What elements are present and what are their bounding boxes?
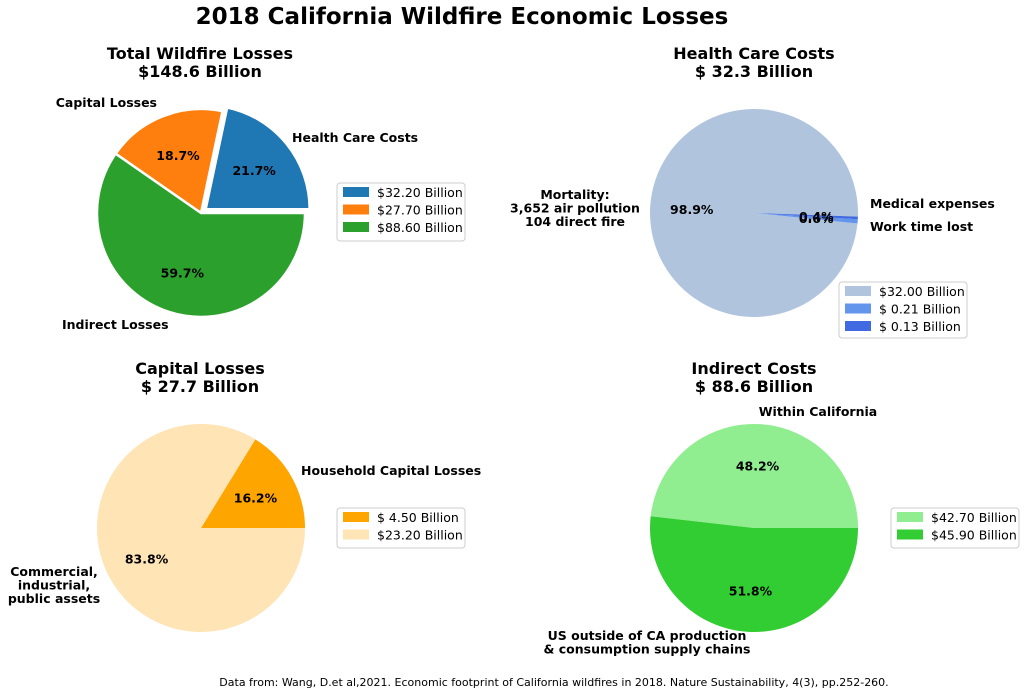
- legend-entry: $27.70 Billion: [377, 203, 463, 218]
- slice-category-label: Household Capital Losses: [301, 463, 481, 478]
- slice-category-label: Work time lost: [870, 219, 973, 234]
- legend-swatch: [897, 529, 923, 540]
- pie-chart-3: Capital Losses$ 27.7 Billion 16.2% Househo…: [8, 359, 481, 632]
- slice-percent-label: 51.8%: [729, 583, 773, 598]
- slice-percent-label: 83.8%: [125, 551, 169, 566]
- pie-slice: [204, 105, 311, 211]
- legend: $32.00 Billion $ 0.21 Billion $ 0.13 Billi…: [838, 281, 968, 339]
- legend-entry: $32.00 Billion: [879, 284, 965, 299]
- chart-subtitle: $148.6 Billion: [138, 62, 262, 81]
- chart-subtitle: $ 32.3 Billion: [695, 62, 813, 81]
- slice-category-label: Indirect Losses: [62, 317, 169, 332]
- slice-category-label: Mortality: 3,652 air pollution 104 direct …: [510, 187, 640, 229]
- pie-chart-1: Total Wildfire Losses$148.6 Billion 21.7%…: [56, 44, 466, 332]
- legend-swatch: [343, 204, 369, 215]
- chart-title: Health Care Costs: [673, 44, 834, 63]
- chart-subtitle: $ 88.6 Billion: [695, 377, 813, 396]
- slice-percent-label: 0.6%: [799, 211, 834, 226]
- pie-slice: [201, 439, 305, 528]
- legend-entry: $ 0.21 Billion: [879, 302, 961, 317]
- legend-entry: $45.90 Billion: [931, 528, 1017, 543]
- legend-swatch: [897, 512, 923, 522]
- slice-category-label: Within California: [759, 404, 877, 419]
- slice-category-label: US outside of CA production & consumption…: [544, 628, 751, 657]
- legend-entry: $23.20 Billion: [377, 528, 463, 543]
- chart-title: Capital Losses: [135, 359, 265, 378]
- chart-title: Indirect Costs: [691, 359, 816, 378]
- legend-entry: $42.70 Billion: [931, 510, 1017, 525]
- legend-entry: $ 4.50 Billion: [377, 510, 459, 525]
- charts: Total Wildfire Losses$148.6 Billion 21.7%…: [8, 44, 1020, 657]
- slice-percent-label: 0.4%: [799, 209, 834, 224]
- pie-chart-2: Health Care Costs$ 32.3 Billion 98.9% Mort…: [510, 44, 995, 339]
- pie-chart-4: Indirect Costs$ 88.6 Billion 48.2% Within …: [544, 359, 1020, 657]
- legend-entry: $ 0.13 Billion: [879, 319, 961, 334]
- slice-percent-label: 18.7%: [156, 148, 200, 163]
- legend-swatch: [845, 286, 871, 296]
- slice-percent-label: 16.2%: [234, 491, 278, 506]
- pie-slice: [649, 516, 858, 633]
- legend-entry: $32.20 Billion: [377, 185, 463, 200]
- pie-slice: [754, 213, 858, 224]
- legend-swatch: [343, 187, 369, 197]
- chart-subtitle: $ 27.7 Billion: [141, 377, 259, 396]
- slice-percent-label: 48.2%: [736, 459, 780, 474]
- pie-slice: [754, 213, 858, 220]
- legend-swatch: [845, 303, 871, 314]
- legend-entry: $88.60 Billion: [377, 220, 463, 235]
- legend-swatch: [343, 222, 369, 232]
- legend: $42.70 Billion $45.90 Billion: [890, 507, 1020, 549]
- pie-slice: [650, 109, 858, 318]
- legend-swatch: [845, 321, 871, 331]
- slice-category-label: Medical expenses: [870, 196, 995, 211]
- slice-category-label: Capital Losses: [56, 95, 157, 110]
- pie-slice: [113, 107, 224, 216]
- pie-slice: [97, 424, 305, 632]
- legend-swatch: [343, 512, 369, 522]
- slice-percent-label: 21.7%: [232, 163, 276, 178]
- slice-category-label: Commercial, industrial, public assets: [8, 564, 100, 606]
- slice-percent-label: 98.9%: [670, 202, 714, 217]
- main-title: 2018 California Wildfire Economic Losses: [196, 4, 729, 30]
- slice-category-label: Health Care Costs: [292, 130, 418, 145]
- pie-slice: [95, 151, 307, 319]
- legend-swatch: [343, 529, 369, 540]
- pie-slice: [650, 424, 858, 528]
- slice-percent-label: 59.7%: [161, 266, 205, 281]
- legend: $32.20 Billion $27.70 Billion $88.60 Billi…: [336, 182, 466, 242]
- legend: $ 4.50 Billion $23.20 Billion: [336, 507, 466, 549]
- chart-title: Total Wildfire Losses: [107, 44, 293, 63]
- footnote: Data from: Wang, D.et al,2021. Economic …: [219, 676, 888, 689]
